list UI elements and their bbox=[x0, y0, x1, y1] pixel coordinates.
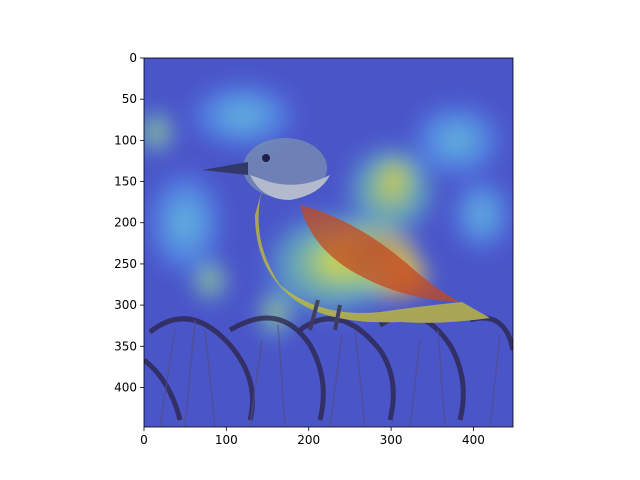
grass-blades bbox=[159, 319, 501, 427]
heatmap-hotspot bbox=[407, 99, 507, 182]
bird-eye bbox=[262, 154, 270, 162]
bird-legs bbox=[308, 299, 342, 331]
x-axis: 0 100 200 300 400 bbox=[140, 427, 485, 447]
x-tick-label: 0 bbox=[140, 433, 148, 447]
bird-illustration bbox=[144, 138, 513, 427]
y-tick-label: 200 bbox=[114, 216, 137, 230]
y-tick-label: 250 bbox=[114, 257, 137, 271]
y-tick-label: 400 bbox=[114, 380, 137, 394]
bird-wing bbox=[300, 205, 460, 302]
y-axis: 0 50 100 150 200 250 300 350 400 bbox=[114, 51, 144, 394]
bird-throat bbox=[250, 175, 330, 200]
y-tick-label: 100 bbox=[114, 133, 137, 147]
heatmap-hotspot bbox=[341, 140, 441, 240]
x-tick-label: 400 bbox=[462, 433, 485, 447]
y-tick-label: 150 bbox=[114, 175, 137, 189]
x-tick-label: 200 bbox=[297, 433, 320, 447]
plot-frame bbox=[143, 57, 514, 428]
heatmap-hotspot bbox=[144, 165, 227, 281]
y-tick-label: 350 bbox=[114, 339, 137, 353]
y-tick-label: 300 bbox=[114, 298, 137, 312]
bird-body bbox=[255, 190, 490, 323]
heatmap-hotspot bbox=[185, 78, 301, 153]
x-tick-label: 300 bbox=[380, 433, 403, 447]
plot-area bbox=[144, 58, 513, 427]
bird-beak bbox=[202, 162, 248, 175]
y-tick-label: 50 bbox=[122, 92, 137, 106]
y-tick-label: 0 bbox=[129, 51, 137, 65]
heatmap-hotspot bbox=[144, 107, 177, 157]
heatmap-hotspot bbox=[255, 284, 297, 343]
heatmap-hotspot bbox=[448, 173, 513, 256]
x-tick-label: 100 bbox=[215, 433, 238, 447]
heatmap-hotspot bbox=[259, 206, 408, 322]
